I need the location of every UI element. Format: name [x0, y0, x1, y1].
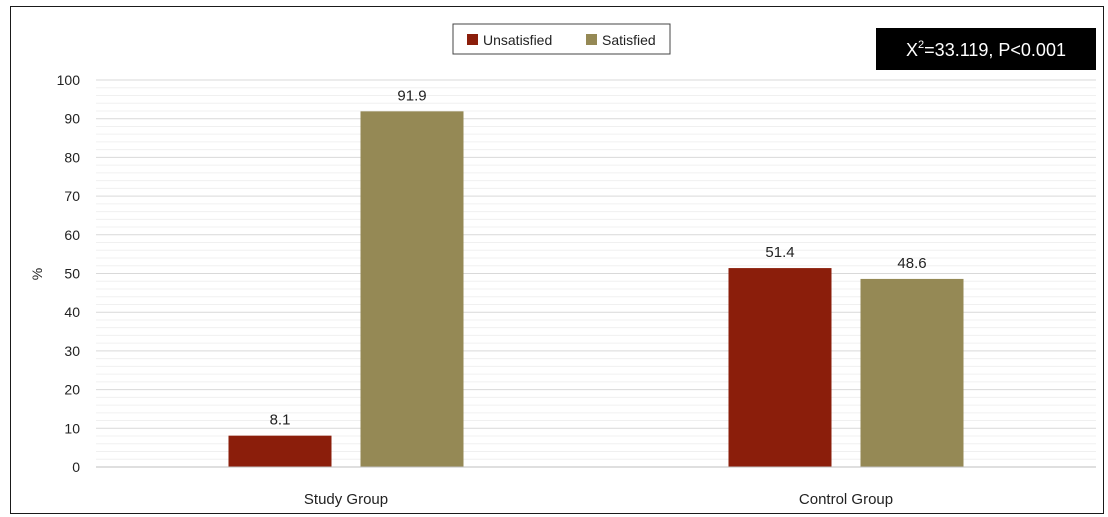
x-axis-categories: Study Group Control Group	[304, 491, 893, 508]
legend-label-unsatisfied: Unsatisfied	[483, 32, 552, 48]
data-labels: 8.1 91.9 51.4 48.6	[270, 87, 927, 428]
bar-unsatisfied	[228, 435, 332, 467]
chi-square-value: =33.119, P<0.001	[924, 40, 1066, 60]
data-label-satisfied: 48.6	[897, 255, 926, 272]
y-axis-ticks: 0 10 20 30 40 50 60 70 80 90 100	[57, 72, 81, 475]
bars	[228, 111, 964, 468]
y-tick-label: 10	[64, 420, 80, 436]
x-category-label: Control Group	[799, 491, 893, 508]
bar-satisfied	[360, 111, 464, 468]
y-tick-label: 30	[64, 343, 80, 359]
statistics-annotation-background	[876, 28, 1096, 70]
y-tick-label: 90	[64, 111, 80, 127]
chi-square-symbol: X	[906, 40, 918, 60]
legend-swatch-satisfied	[586, 34, 597, 45]
y-tick-label: 50	[64, 266, 80, 282]
y-axis-label: %	[29, 268, 45, 280]
legend-swatch-unsatisfied	[467, 34, 478, 45]
data-label-unsatisfied: 51.4	[765, 244, 794, 261]
y-tick-label: 60	[64, 227, 80, 243]
data-label-satisfied: 91.9	[397, 87, 426, 104]
chi-square-superscript: 2	[918, 39, 924, 51]
statistics-annotation: X2=33.119, P<0.001	[876, 28, 1096, 70]
y-tick-label: 0	[72, 459, 80, 475]
y-tick-label: 70	[64, 188, 80, 204]
legend-frame	[452, 23, 671, 55]
y-tick-label: 80	[64, 149, 80, 165]
y-tick-label: 20	[64, 382, 80, 398]
y-tick-label: 40	[64, 304, 80, 320]
y-tick-label: 100	[57, 72, 81, 88]
x-category-label: Study Group	[304, 491, 388, 508]
bar-satisfied	[860, 278, 964, 467]
data-label-unsatisfied: 8.1	[270, 412, 291, 429]
statistics-annotation-text: X2=33.119, P<0.001	[906, 39, 1066, 60]
bar-unsatisfied	[728, 268, 832, 467]
legend: Unsatisfied Satisfied	[452, 23, 671, 55]
legend-label-satisfied: Satisfied	[602, 32, 656, 48]
